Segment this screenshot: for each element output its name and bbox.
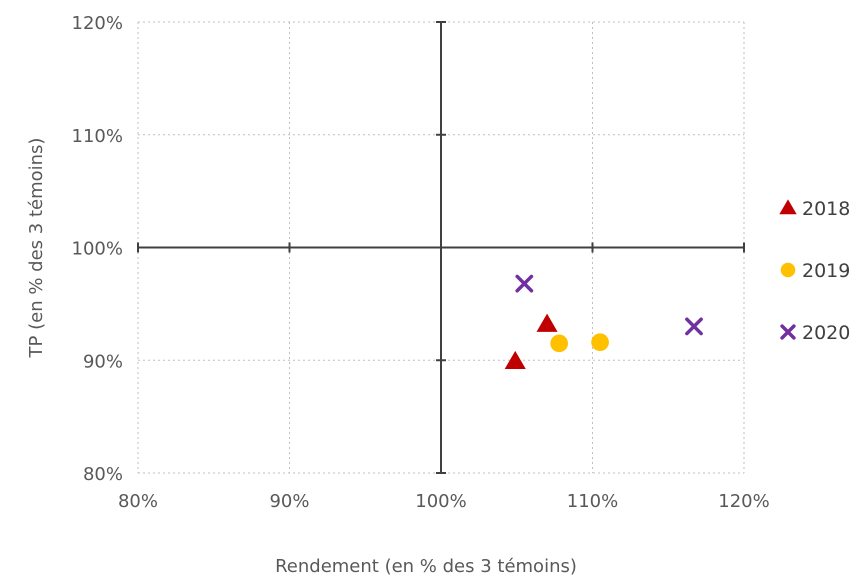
- point-2018: [536, 313, 558, 332]
- legend-marker-2019: [780, 262, 796, 278]
- y-tick-label: 120%: [72, 13, 123, 34]
- point-2020: [515, 274, 534, 293]
- point-2019: [550, 334, 569, 353]
- tick-labels: 80% 90% 100% 110% 120% 80% 90% 100% 110% 120%: [72, 13, 770, 512]
- point-2018: [504, 350, 526, 370]
- legend-item-2018: 2018: [779, 198, 850, 220]
- legend-item-2019: 2019: [780, 260, 850, 282]
- legend: 2018 2019 2020: [779, 198, 850, 344]
- legend-item-2020: 2020: [780, 322, 850, 344]
- x-tick-label: 100%: [415, 491, 466, 512]
- legend-label: 2019: [802, 260, 850, 282]
- legend-marker-2020: [780, 324, 796, 340]
- x-tick-label: 120%: [718, 491, 769, 512]
- y-tick-label: 100%: [72, 239, 123, 260]
- legend-marker-2018: [779, 199, 797, 215]
- x-tick-label: 110%: [567, 491, 618, 512]
- y-tick-label: 110%: [72, 126, 123, 147]
- x-tick-label: 90%: [269, 491, 309, 512]
- x-axis-title: Rendement (en % des 3 témoins): [275, 556, 577, 577]
- x-tick-label: 80%: [118, 491, 158, 512]
- point-2020: [685, 317, 703, 336]
- y-axis-title: TP (en % des 3 témoins): [26, 138, 47, 359]
- data-points: [504, 274, 703, 370]
- point-2020-stroke: [515, 274, 534, 293]
- point-2020-stroke: [685, 317, 703, 336]
- legend-label: 2020: [802, 322, 850, 344]
- legend-label: 2018: [802, 198, 850, 220]
- quadrant-axes: [137, 21, 745, 474]
- point-2019: [591, 333, 609, 352]
- y-tick-label: 90%: [83, 351, 123, 372]
- y-tick-label: 80%: [83, 464, 123, 485]
- legend-marker-2020-stroke: [780, 324, 796, 340]
